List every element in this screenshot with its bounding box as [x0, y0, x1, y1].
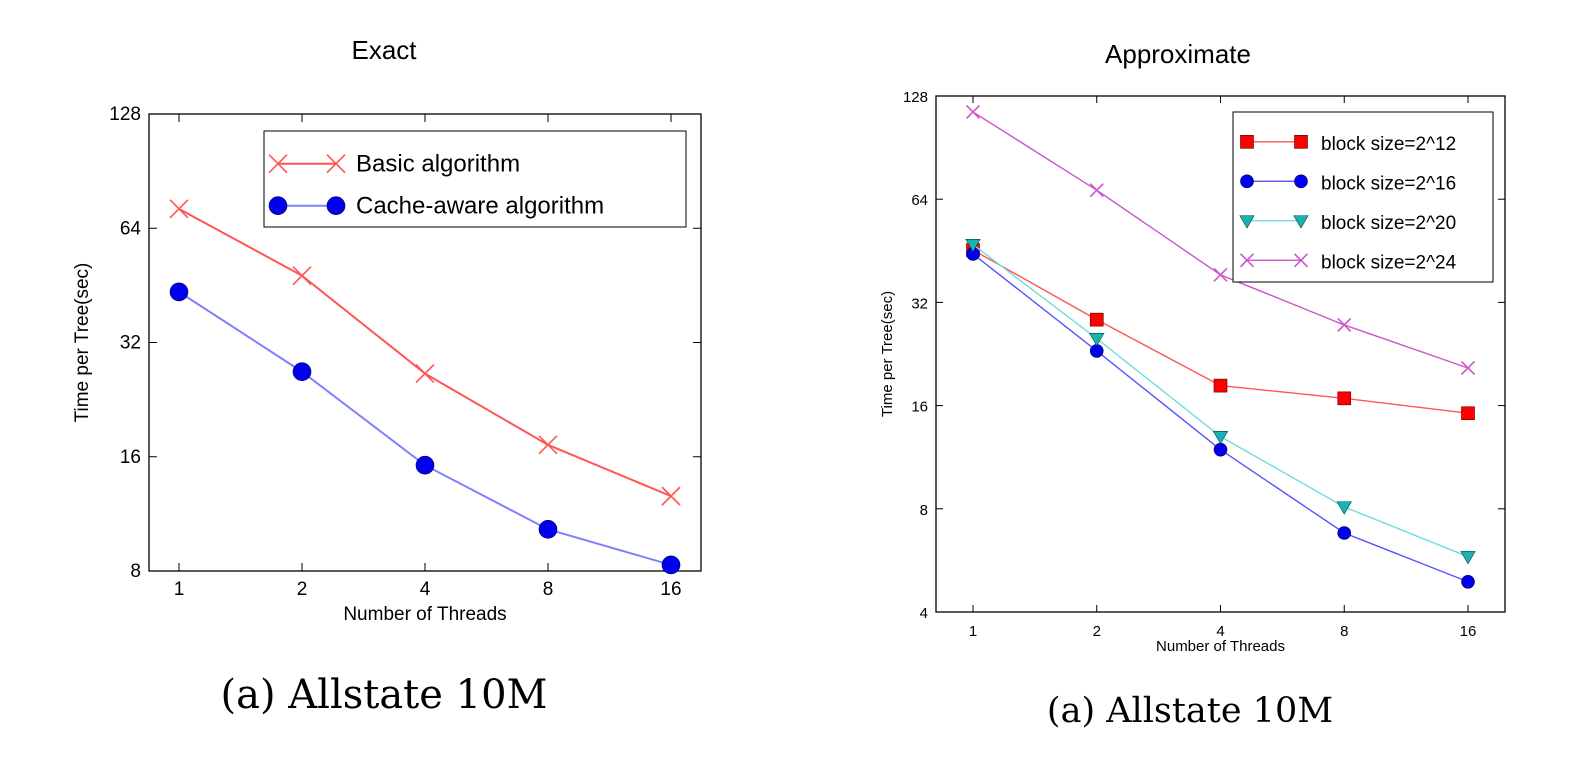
series-0: [169, 199, 681, 506]
data-point: [538, 520, 558, 539]
exact-caption: (a) Allstate 10M: [220, 672, 547, 718]
data-point: [415, 364, 435, 384]
exact-panel: Exact 8 16 32 64 128 1 2 4 8 16 Number of Threads T…: [72, 35, 702, 718]
series-3: [965, 104, 1476, 376]
exact-title: Exact: [351, 35, 417, 65]
data-point: [415, 455, 435, 475]
y-tick-label: 64: [911, 192, 928, 209]
x-tick-label: 8: [1340, 623, 1348, 640]
legend-box: [1232, 111, 1494, 283]
legend-marker: [268, 196, 288, 215]
x-tick-label: 8: [543, 579, 554, 600]
x-tick-label: 4: [420, 579, 431, 600]
data-point: [538, 435, 558, 455]
x-tick-label: 1: [969, 623, 977, 640]
y-tick-label: 8: [920, 502, 928, 519]
data-point: [1089, 312, 1104, 327]
data-point: [1461, 574, 1475, 589]
approximate-plot: 4 8 16 32 64 128 1 2 4 8 16 Number of Threads Time p…: [879, 89, 1506, 655]
data-point: [1089, 183, 1104, 198]
data-point: [169, 282, 189, 302]
series-2: [965, 239, 1476, 565]
x-axis-label: Number of Threads: [343, 604, 506, 625]
legend: Basic algorithm Cache-aware algorithm: [263, 130, 687, 228]
legend-marker: [326, 196, 346, 215]
x-axis-label: Number of Threads: [1156, 638, 1285, 655]
legend-marker: [1293, 215, 1309, 229]
approximate-panel: Approximate 4 8 16 32 64 128 1 2 4 8 16 Number of T…: [879, 39, 1506, 731]
x-tick-label: 4: [1216, 623, 1224, 640]
y-tick-label: 16: [911, 399, 928, 416]
legend-label: block size=2^20: [1321, 213, 1456, 234]
data-point: [292, 266, 312, 286]
legend-marker: [1239, 215, 1255, 229]
data-point: [1337, 526, 1352, 540]
y-tick-label: 128: [903, 89, 928, 106]
data-point: [1089, 333, 1105, 347]
data-point: [169, 199, 189, 219]
legend-marker: [1240, 135, 1254, 149]
data-point: [661, 555, 681, 575]
x-tick-label: 2: [1093, 623, 1101, 640]
legend-label: block size=2^16: [1321, 173, 1456, 194]
x-tick-label: 1: [174, 579, 185, 600]
y-axis-label: Time per Tree(sec): [879, 291, 896, 417]
data-point: [965, 104, 981, 120]
data-point: [1213, 378, 1228, 393]
data-point: [1461, 406, 1475, 421]
y-tick-label: 32: [120, 333, 141, 354]
legend-marker: [1294, 135, 1308, 149]
legend-marker: [326, 154, 346, 174]
legend-marker: [268, 154, 288, 174]
data-point: [1213, 442, 1228, 457]
approximate-caption: (a) Allstate 10M: [1047, 691, 1333, 731]
legend-marker: [1239, 253, 1255, 268]
data-point: [292, 362, 312, 382]
series-0: [966, 243, 1475, 421]
y-tick-label: 64: [120, 218, 142, 239]
x-tick-label: 2: [297, 579, 308, 600]
legend-label: block size=2^12: [1321, 134, 1456, 155]
data-point: [965, 239, 981, 253]
x-tick-label: 16: [1460, 623, 1477, 640]
y-tick-label: 8: [130, 561, 141, 582]
data-point: [661, 486, 681, 506]
y-tick-label: 16: [120, 447, 141, 468]
y-tick-label: 32: [911, 295, 928, 312]
legend-label: block size=2^24: [1321, 252, 1457, 273]
data-point: [1337, 391, 1352, 406]
exact-plot: 8 16 32 64 128 1 2 4 8 16 Number of Threads Time pe…: [72, 104, 702, 625]
legend-marker: [1294, 174, 1308, 189]
data-point: [1460, 360, 1476, 376]
legend-label: Basic algorithm: [356, 151, 520, 178]
data-point: [1337, 317, 1352, 333]
x-tick-label: 16: [660, 579, 681, 600]
series-1: [169, 282, 681, 575]
approximate-title: Approximate: [1105, 39, 1251, 69]
data-point: [1336, 501, 1352, 515]
legend-marker: [1293, 253, 1309, 268]
legend: block size=2^12 block size=2^16 block size…: [1232, 111, 1494, 283]
data-point: [1213, 267, 1228, 282]
legend-marker: [1240, 174, 1254, 189]
data-point: [1212, 431, 1229, 445]
y-tick-label: 4: [920, 605, 928, 622]
series-1: [966, 247, 1475, 589]
y-tick-label: 128: [109, 104, 141, 125]
data-point: [1089, 344, 1104, 358]
data-point: [1460, 551, 1476, 565]
y-axis-label: Time per Tree(sec): [72, 263, 93, 423]
legend-label: Cache-aware algorithm: [356, 193, 604, 220]
